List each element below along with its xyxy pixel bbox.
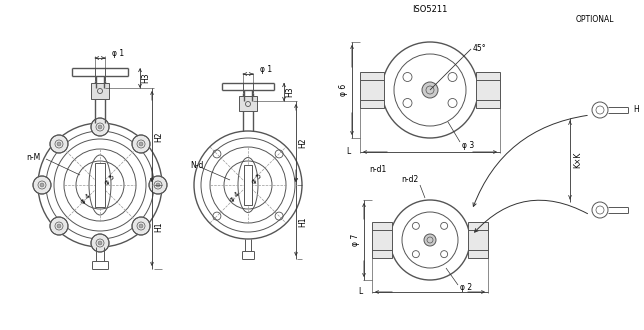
Text: H3: H3 bbox=[285, 87, 294, 97]
Bar bbox=[468, 222, 488, 258]
Circle shape bbox=[98, 125, 102, 129]
Circle shape bbox=[50, 135, 68, 153]
Text: φ 5: φ 5 bbox=[104, 174, 116, 186]
Bar bbox=[372, 222, 392, 258]
Text: H1: H1 bbox=[155, 222, 164, 232]
Circle shape bbox=[57, 224, 61, 228]
Circle shape bbox=[99, 183, 102, 186]
Text: n-d2: n-d2 bbox=[401, 176, 419, 184]
Circle shape bbox=[132, 217, 150, 235]
Text: H3: H3 bbox=[142, 73, 151, 83]
Text: φ 6: φ 6 bbox=[339, 84, 348, 96]
Circle shape bbox=[139, 142, 143, 146]
Text: ISO5211: ISO5211 bbox=[412, 6, 448, 15]
Text: H2: H2 bbox=[155, 131, 164, 142]
Text: φ 1: φ 1 bbox=[112, 50, 124, 58]
Text: φ 2: φ 2 bbox=[460, 283, 472, 292]
Text: n-M: n-M bbox=[26, 152, 40, 161]
Circle shape bbox=[40, 183, 44, 187]
Text: φ 7: φ 7 bbox=[352, 234, 361, 246]
Text: H: H bbox=[633, 106, 639, 115]
Bar bbox=[95, 163, 105, 207]
Text: L: L bbox=[358, 287, 362, 296]
Text: N-d: N-d bbox=[190, 160, 204, 170]
Circle shape bbox=[139, 224, 143, 228]
Text: 45°: 45° bbox=[472, 45, 486, 53]
Circle shape bbox=[91, 118, 109, 136]
Circle shape bbox=[91, 234, 109, 252]
Text: K×K: K×K bbox=[574, 152, 583, 168]
Text: OPTIONAL: OPTIONAL bbox=[576, 16, 614, 24]
Text: L: L bbox=[346, 148, 350, 156]
Bar bbox=[360, 72, 384, 108]
Circle shape bbox=[33, 176, 51, 194]
Bar bbox=[476, 72, 500, 108]
Text: H2: H2 bbox=[299, 138, 307, 148]
Circle shape bbox=[149, 176, 167, 194]
Circle shape bbox=[422, 82, 438, 98]
Text: n-d1: n-d1 bbox=[370, 166, 386, 175]
Circle shape bbox=[57, 142, 61, 146]
Text: φ 4: φ 4 bbox=[80, 193, 92, 205]
Bar bbox=[244, 165, 252, 205]
Circle shape bbox=[98, 241, 102, 245]
Circle shape bbox=[247, 183, 249, 186]
Circle shape bbox=[132, 135, 150, 153]
Bar bbox=[239, 96, 257, 111]
Circle shape bbox=[50, 217, 68, 235]
Text: φ 3: φ 3 bbox=[462, 142, 474, 150]
Circle shape bbox=[156, 183, 160, 187]
Text: H1: H1 bbox=[299, 217, 307, 227]
Circle shape bbox=[424, 234, 436, 246]
Text: φ 1: φ 1 bbox=[260, 65, 272, 75]
Text: φ 5: φ 5 bbox=[251, 173, 263, 185]
Text: φ 4: φ 4 bbox=[229, 191, 241, 203]
Bar bbox=[91, 83, 109, 99]
